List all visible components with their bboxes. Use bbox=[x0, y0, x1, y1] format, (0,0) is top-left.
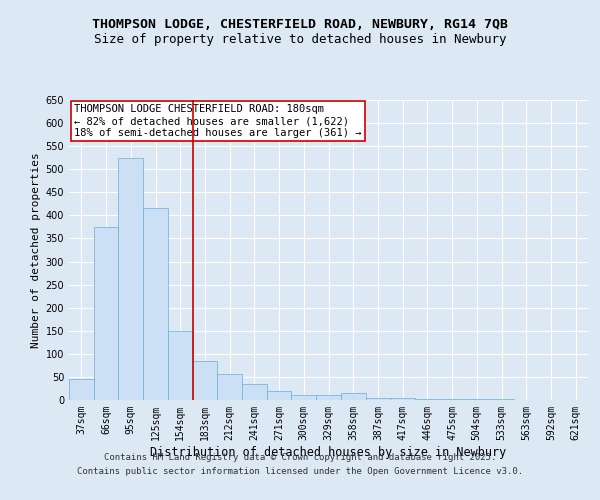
Bar bbox=[365, 398, 390, 400]
Text: Size of property relative to detached houses in Newbury: Size of property relative to detached ho… bbox=[94, 32, 506, 46]
Bar bbox=[390, 398, 415, 400]
Bar bbox=[316, 396, 341, 400]
Bar bbox=[292, 396, 316, 400]
Bar bbox=[242, 384, 267, 400]
Bar bbox=[143, 208, 168, 400]
Text: Contains HM Land Registry data © Crown copyright and database right 2025.: Contains HM Land Registry data © Crown c… bbox=[104, 452, 496, 462]
Text: THOMPSON LODGE, CHESTERFIELD ROAD, NEWBURY, RG14 7QB: THOMPSON LODGE, CHESTERFIELD ROAD, NEWBU… bbox=[92, 18, 508, 30]
Bar bbox=[217, 374, 242, 400]
Bar bbox=[415, 399, 440, 400]
Text: THOMPSON LODGE CHESTERFIELD ROAD: 180sqm
← 82% of detached houses are smaller (1: THOMPSON LODGE CHESTERFIELD ROAD: 180sqm… bbox=[74, 104, 362, 138]
Bar bbox=[267, 391, 292, 400]
Bar bbox=[168, 331, 193, 400]
Bar bbox=[489, 399, 514, 400]
Y-axis label: Number of detached properties: Number of detached properties bbox=[31, 152, 41, 348]
X-axis label: Distribution of detached houses by size in Newbury: Distribution of detached houses by size … bbox=[151, 446, 506, 458]
Text: Contains public sector information licensed under the Open Government Licence v3: Contains public sector information licen… bbox=[77, 468, 523, 476]
Bar bbox=[464, 399, 489, 400]
Bar bbox=[193, 361, 217, 400]
Bar bbox=[69, 379, 94, 400]
Bar bbox=[341, 393, 365, 400]
Bar bbox=[94, 227, 118, 400]
Bar bbox=[440, 399, 464, 400]
Bar bbox=[118, 158, 143, 400]
